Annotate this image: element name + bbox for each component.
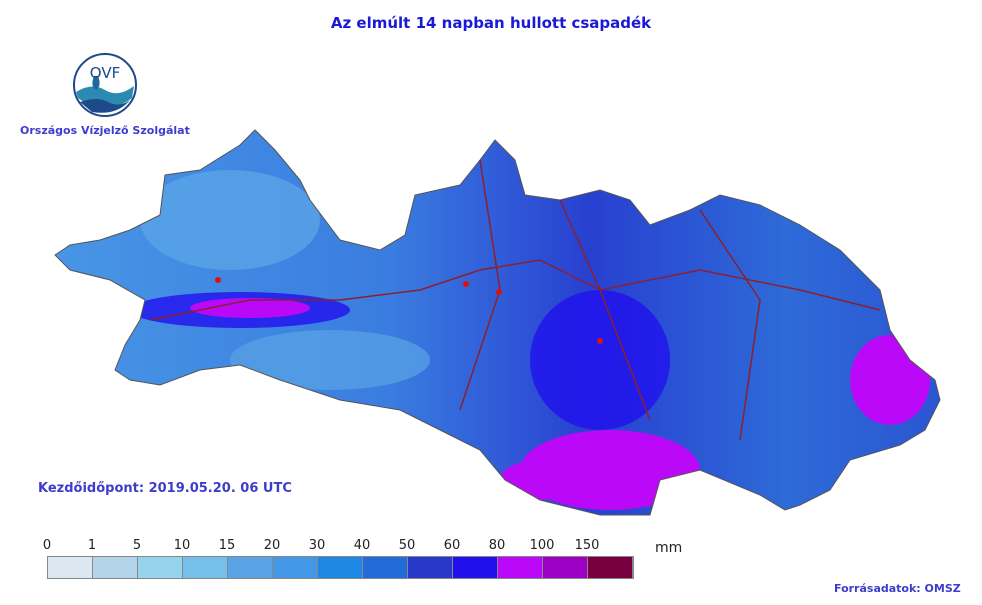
- legend-swatch: [183, 557, 228, 578]
- legend-swatch: [318, 557, 363, 578]
- start-time: Kezdőidőpont: 2019.05.20. 06 UTC: [38, 481, 292, 496]
- legend-swatch: [588, 557, 633, 578]
- legend-tick: 100: [529, 538, 555, 553]
- legend-swatch: [273, 557, 318, 578]
- legend-tick: 60: [443, 538, 461, 553]
- data-source: Forrásadatok: OMSZ: [834, 582, 961, 595]
- legend-tick: 0: [42, 538, 52, 553]
- legend-tick: 50: [398, 538, 416, 553]
- legend-swatch: [93, 557, 138, 578]
- legend-tick: 40: [353, 538, 371, 553]
- legend-swatch: [543, 557, 588, 578]
- legend-unit: mm: [655, 540, 683, 556]
- legend-tick: 20: [263, 538, 281, 553]
- legend-swatch: [453, 557, 498, 578]
- legend-swatch: [228, 557, 273, 578]
- ovf-logo: OVF: [73, 53, 137, 117]
- legend-tick: 5: [132, 538, 142, 553]
- map-title: Az elmúlt 14 napban hullott csapadék: [330, 14, 652, 32]
- legend-tick: 30: [308, 538, 326, 553]
- color-legend: [47, 556, 634, 579]
- legend-swatch: [498, 557, 543, 578]
- legend-tick: 80: [488, 538, 506, 553]
- legend-tick: 150: [574, 538, 600, 553]
- legend-tick: 1: [87, 538, 97, 553]
- legend-swatch: [48, 557, 93, 578]
- legend-swatch: [138, 557, 183, 578]
- svg-text:OVF: OVF: [90, 64, 120, 82]
- legend-tick: 15: [218, 538, 236, 553]
- legend-swatch: [363, 557, 408, 578]
- organization-name: Országos Vízjelző Szolgálat: [20, 124, 190, 137]
- legend-tick: 10: [173, 538, 191, 553]
- legend-swatch: [408, 557, 453, 578]
